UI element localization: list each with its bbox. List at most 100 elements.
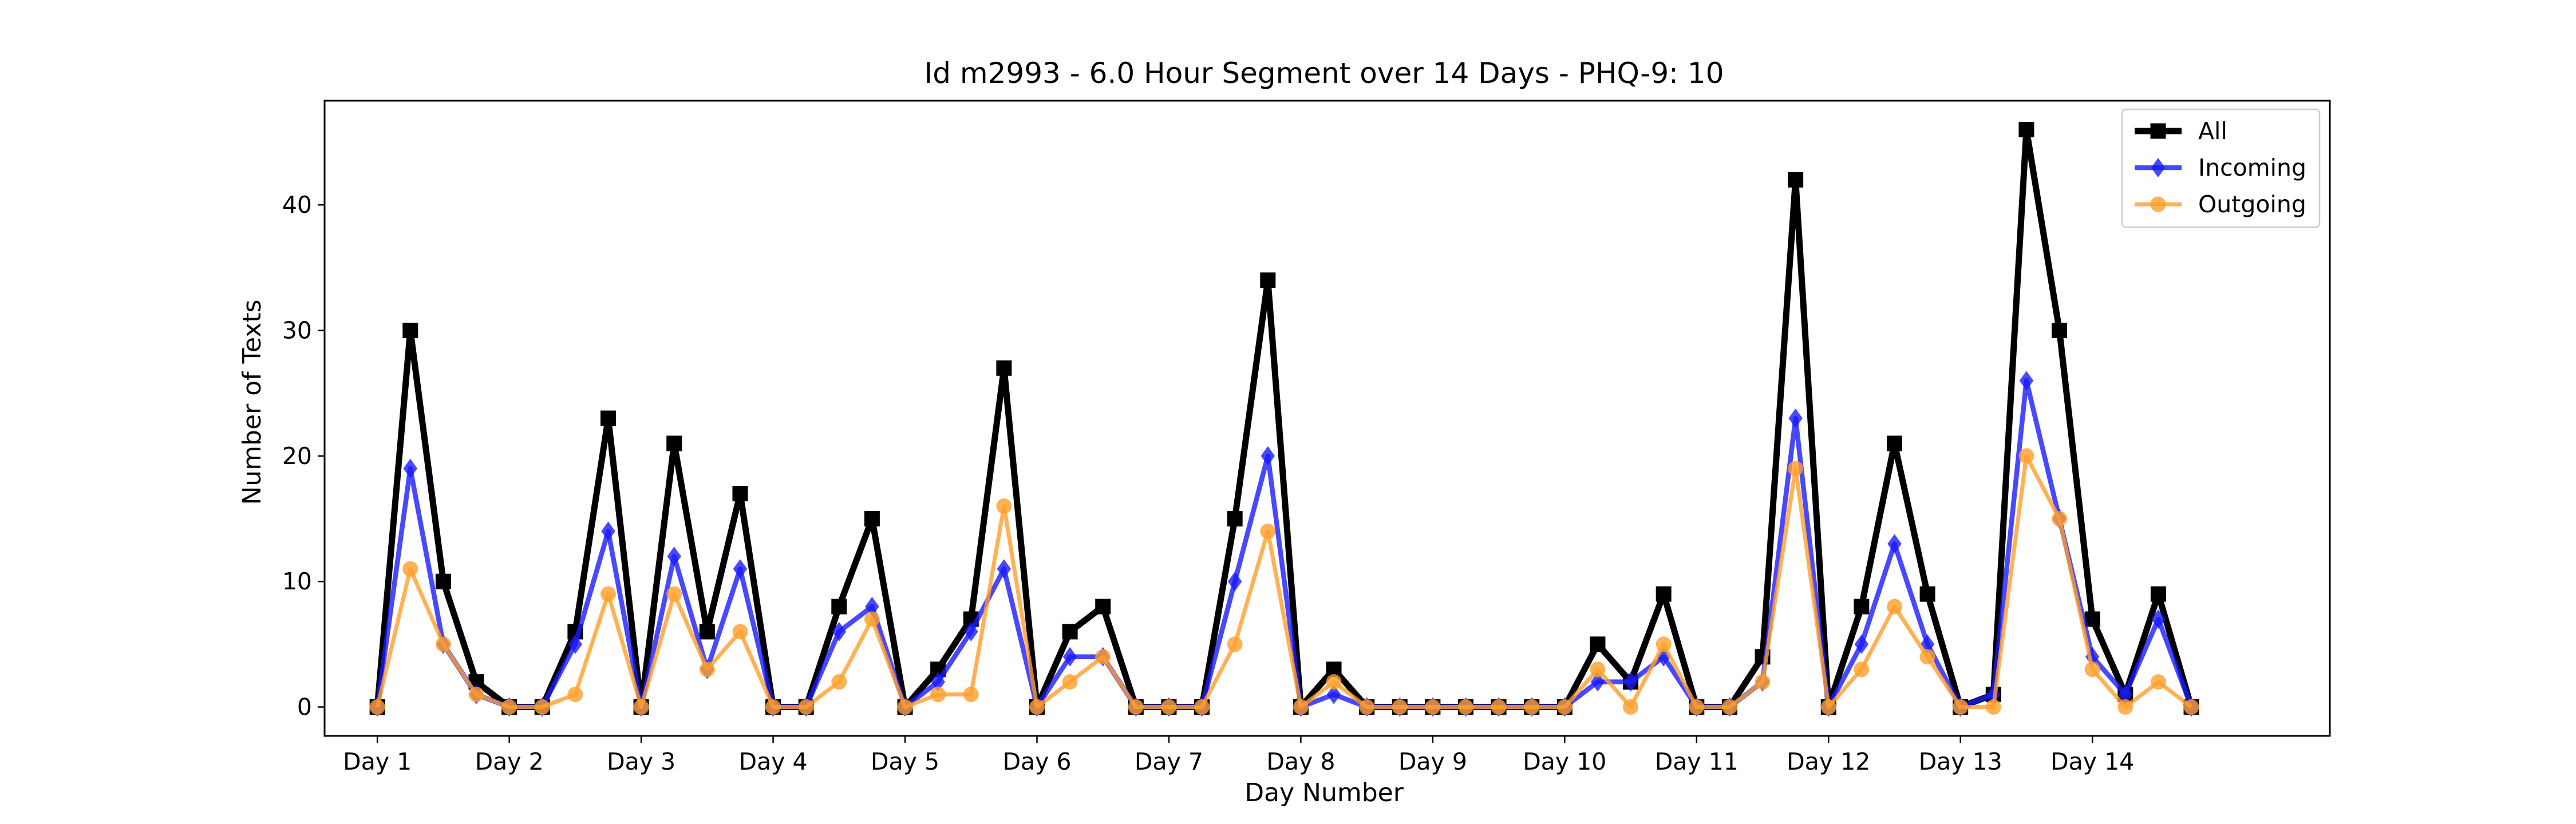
data-point-outgoing	[1656, 636, 1672, 652]
data-point-incoming	[2151, 609, 2166, 629]
data-point-outgoing	[1491, 699, 1507, 715]
data-point-outgoing	[1556, 699, 1573, 715]
data-point-all	[1227, 510, 1243, 526]
data-point-incoming	[2019, 371, 2034, 391]
series-line-incoming	[374, 378, 2194, 710]
plot-area	[369, 121, 2199, 717]
x-tick-label: Day 12	[1787, 748, 1870, 775]
x-tick-label: Day 14	[2050, 748, 2134, 775]
data-point-outgoing	[1524, 699, 1540, 715]
data-point-incoming	[733, 559, 748, 579]
data-point-incoming	[1887, 534, 1902, 554]
data-point-outgoing	[501, 699, 517, 715]
data-point-all	[1656, 586, 1672, 602]
data-point-all	[1854, 599, 1870, 615]
legend-label-outgoing: Outgoing	[2198, 191, 2306, 218]
legend-label-incoming: Incoming	[2198, 154, 2306, 181]
data-point-outgoing	[1623, 699, 1639, 715]
data-point-all	[2052, 322, 2068, 338]
data-point-outgoing	[2052, 510, 2068, 526]
data-point-all	[1062, 624, 1078, 640]
data-point-all	[402, 322, 418, 338]
data-point-outgoing	[402, 561, 418, 577]
y-tick-label: 20	[282, 442, 312, 470]
data-point-incoming	[865, 597, 879, 617]
data-point-incoming	[1062, 647, 1077, 667]
data-point-all	[732, 486, 748, 502]
data-point-all	[2084, 611, 2100, 627]
data-point-outgoing	[798, 699, 814, 715]
data-point-outgoing	[1985, 699, 2001, 715]
data-point-outgoing	[1029, 699, 1045, 715]
data-point-outgoing	[1326, 674, 1342, 690]
data-point-outgoing	[2084, 661, 2100, 678]
data-point-outgoing	[765, 699, 781, 715]
data-point-incoming	[1590, 672, 1605, 692]
y-tick-label: 30	[282, 316, 312, 344]
data-point-outgoing	[1194, 699, 1210, 715]
data-point-all	[1919, 586, 1935, 602]
x-tick-label: Day 2	[475, 748, 544, 775]
data-point-incoming	[1854, 634, 1869, 654]
legend-marker-all	[2150, 123, 2166, 139]
x-tick-label: Day 10	[1523, 748, 1606, 775]
data-point-outgoing	[1953, 699, 1969, 715]
legend-label-all: All	[2198, 117, 2227, 145]
data-point-outgoing	[699, 661, 715, 678]
data-point-incoming	[2118, 684, 2133, 704]
x-tick-label: Day 11	[1655, 748, 1739, 775]
data-point-outgoing	[1788, 461, 1804, 477]
data-point-outgoing	[2117, 699, 2134, 715]
plot-frame	[323, 100, 2331, 737]
data-point-incoming	[601, 521, 615, 541]
data-point-outgoing	[1457, 699, 1473, 715]
legend: All Incoming Outgoing	[2121, 108, 2321, 228]
data-point-outgoing	[1161, 699, 1177, 715]
data-point-outgoing	[864, 611, 880, 627]
legend-marker-outgoing	[2150, 196, 2166, 212]
data-point-incoming	[1656, 647, 1671, 667]
x-axis-label: Day Number	[1244, 778, 1404, 807]
data-point-outgoing	[1128, 699, 1144, 715]
data-point-all	[666, 435, 682, 451]
data-point-outgoing	[1854, 661, 1870, 678]
data-point-outgoing	[468, 687, 484, 703]
data-point-outgoing	[633, 699, 649, 715]
data-point-outgoing	[1062, 674, 1078, 690]
legend-marker-incoming	[2151, 158, 2166, 177]
data-point-outgoing	[1095, 649, 1111, 665]
data-point-outgoing	[567, 687, 583, 703]
data-point-incoming	[667, 546, 681, 566]
data-point-outgoing	[1820, 699, 1836, 715]
data-point-incoming	[403, 458, 418, 478]
data-point-outgoing	[1689, 699, 1705, 715]
data-point-outgoing	[1260, 523, 1276, 539]
data-point-outgoing	[996, 498, 1012, 514]
data-point-outgoing	[2018, 448, 2034, 464]
legend-box	[2121, 108, 2321, 228]
data-point-incoming	[964, 621, 978, 641]
axis-ticks: 0 10 20 30 40 Day 1 Day 2 Day 3 Day 4 Day 5 Day 6 D…	[282, 191, 2134, 775]
x-tick-label: Day 13	[1919, 748, 2002, 775]
y-tick-label: 10	[282, 568, 312, 595]
x-tick-label: Day 4	[739, 748, 808, 775]
data-point-all	[1260, 272, 1276, 288]
data-point-incoming	[1623, 672, 1638, 692]
data-point-outgoing	[534, 699, 550, 715]
data-point-all	[699, 624, 715, 640]
data-point-outgoing	[1590, 661, 1606, 678]
data-point-all	[1886, 435, 1902, 451]
data-point-all	[1095, 599, 1111, 615]
data-point-outgoing	[1919, 649, 1935, 665]
data-point-outgoing	[2183, 699, 2199, 715]
data-point-incoming	[1788, 409, 1803, 428]
data-point-incoming	[931, 672, 945, 692]
data-point-outgoing	[1425, 699, 1441, 715]
x-tick-label: Day 7	[1135, 748, 1203, 775]
x-tick-label: Day 3	[607, 748, 675, 775]
data-point-outgoing	[1392, 699, 1408, 715]
y-axis-label: Number of Texts	[238, 299, 267, 505]
data-point-all	[996, 360, 1012, 376]
data-point-outgoing	[1293, 699, 1309, 715]
data-point-incoming	[1261, 446, 1275, 466]
